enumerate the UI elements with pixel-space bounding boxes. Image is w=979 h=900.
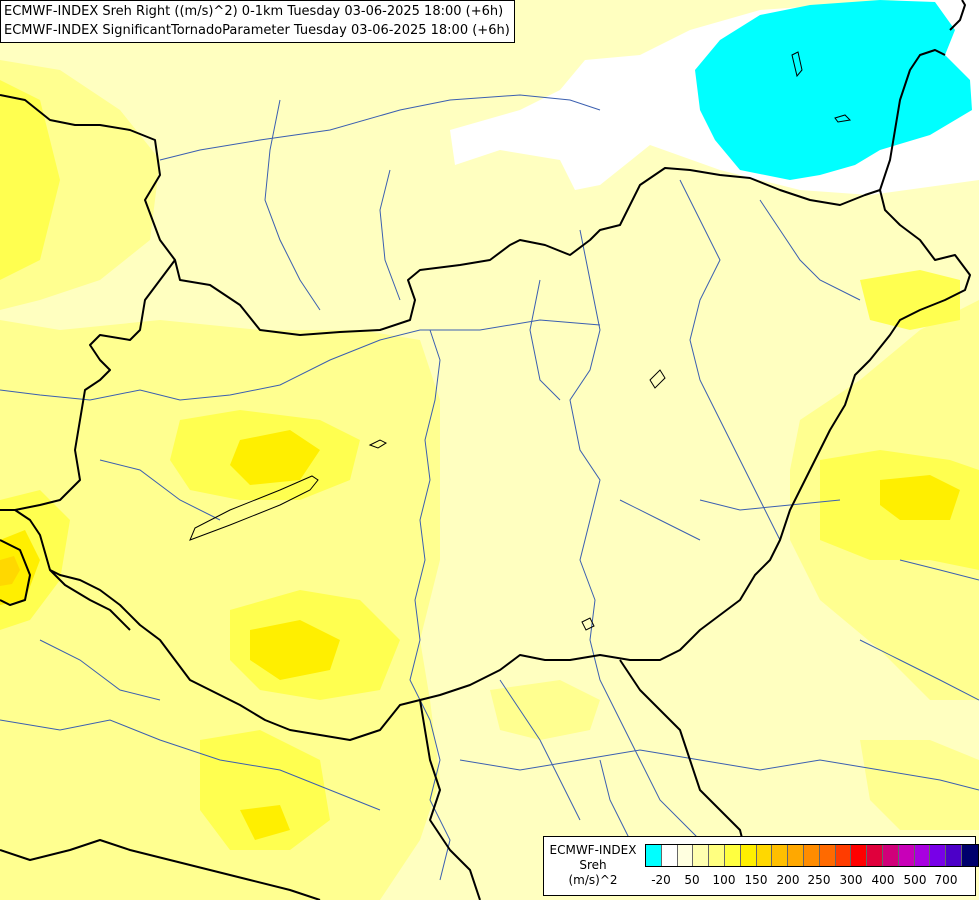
legend-swatches xyxy=(645,844,979,867)
legend-tick-label: 250 xyxy=(807,873,831,887)
legend-swatch xyxy=(835,845,852,866)
legend-tick-label: -20 xyxy=(651,873,671,887)
legend-swatch xyxy=(946,845,962,866)
legend-swatch xyxy=(930,845,947,866)
strong-yellow-spots xyxy=(0,430,960,840)
cyan-region xyxy=(695,0,972,180)
legend-label: ECMWF-INDEX Sreh (m/s)^2 xyxy=(546,843,640,888)
map-title-line-1: ECMWF-INDEX Sreh Right ((m/s)^2) 0-1km T… xyxy=(4,4,504,19)
legend-variable: Sreh xyxy=(579,858,607,872)
legend-swatch xyxy=(961,845,978,866)
peak-spot xyxy=(0,556,20,586)
legend-ticks: -20 50 100 150 200 250 300 400 500 700 xyxy=(645,873,965,889)
legend-tick-label: 400 xyxy=(871,873,895,887)
legend-swatch xyxy=(882,845,899,866)
legend-swatch xyxy=(914,845,931,866)
legend-swatch xyxy=(803,845,820,866)
legend-tick-label: 50 xyxy=(684,873,700,887)
legend-swatch xyxy=(819,845,836,866)
legend-swatch xyxy=(693,845,710,866)
legend-swatch xyxy=(677,845,694,866)
legend-units: (m/s)^2 xyxy=(568,873,618,887)
map-title-line-2: ECMWF-INDEX SignificantTornadoParameter … xyxy=(4,23,510,38)
color-legend: ECMWF-INDEX Sreh (m/s)^2 -20 50 100 150 200 2… xyxy=(543,836,979,896)
legend-tick-label: 500 xyxy=(903,873,927,887)
legend-tick-label: 700 xyxy=(934,873,958,887)
legend-swatch xyxy=(646,845,662,866)
legend-tick-label: 200 xyxy=(776,873,800,887)
lakes xyxy=(189,51,852,631)
legend-swatch xyxy=(756,845,773,866)
legend-tick-label: 100 xyxy=(712,873,736,887)
rivers xyxy=(0,94,979,881)
legend-swatch xyxy=(740,845,757,866)
legend-source: ECMWF-INDEX xyxy=(549,843,637,857)
legend-tick-label: 150 xyxy=(744,873,768,887)
legend-swatch xyxy=(724,845,741,866)
legend-tick-label: 300 xyxy=(839,873,863,887)
legend-swatch xyxy=(867,845,883,866)
legend-swatch xyxy=(709,845,725,866)
legend-swatch xyxy=(661,845,678,866)
legend-swatch xyxy=(788,845,804,866)
legend-swatch xyxy=(851,845,868,866)
legend-swatch xyxy=(772,845,789,866)
legend-swatch xyxy=(898,845,915,866)
map-title-box: ECMWF-INDEX Sreh Right ((m/s)^2) 0-1km T… xyxy=(0,0,515,43)
